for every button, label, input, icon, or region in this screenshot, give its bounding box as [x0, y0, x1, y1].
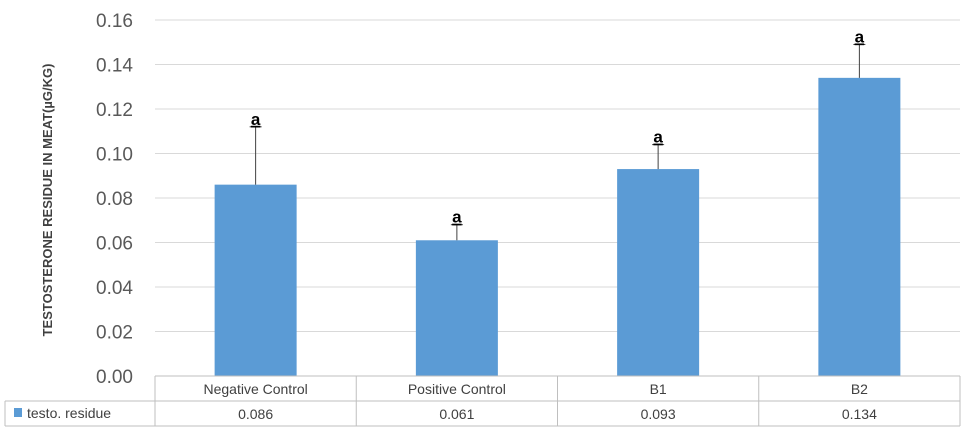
- table-value: 0.134: [842, 406, 877, 422]
- y-tick-label: 0.16: [96, 11, 133, 32]
- bar: [415, 240, 498, 376]
- y-tick-label: 0.02: [96, 323, 133, 344]
- y-tick-label: 0.08: [96, 189, 133, 210]
- y-tick-label: 0.00: [96, 367, 133, 388]
- bar: [818, 77, 901, 376]
- y-tick-label: 0.06: [96, 234, 133, 255]
- bar: [617, 169, 700, 376]
- legend-label: testo. residue: [27, 405, 111, 421]
- y-tick-label: 0.14: [96, 56, 133, 77]
- y-tick-label: 0.12: [96, 100, 133, 121]
- y-tick-label: 0.10: [96, 145, 133, 166]
- x-category-label: Positive Control: [408, 381, 506, 397]
- y-axis-ticks: 0.00 0.02 0.04 0.06 0.08 0.10 0.12 0.14 0.16: [96, 11, 133, 388]
- bars: [214, 77, 901, 376]
- y-tick-label: 0.04: [96, 278, 133, 299]
- significance-label: a: [452, 208, 462, 227]
- x-category-label: B2: [851, 381, 868, 397]
- significance-label: a: [653, 128, 663, 147]
- error-bars: [249, 43, 866, 241]
- x-category-label: Negative Control: [203, 381, 307, 397]
- significance-label: a: [251, 110, 261, 129]
- x-category-label: B1: [650, 381, 667, 397]
- significance-labels: a a a a: [251, 27, 865, 226]
- table-value: 0.093: [641, 406, 676, 422]
- legend-key: [14, 408, 22, 417]
- table-value: 0.086: [238, 406, 273, 422]
- bar: [214, 184, 297, 376]
- significance-label: a: [855, 27, 865, 46]
- table-value: 0.061: [439, 406, 474, 422]
- data-table: Negative Control 0.086 Positive Control 0.0…: [4, 375, 961, 427]
- y-axis-label: TESTOSTERONE RESIDUE IN MEAT(µG/KG): [40, 64, 55, 337]
